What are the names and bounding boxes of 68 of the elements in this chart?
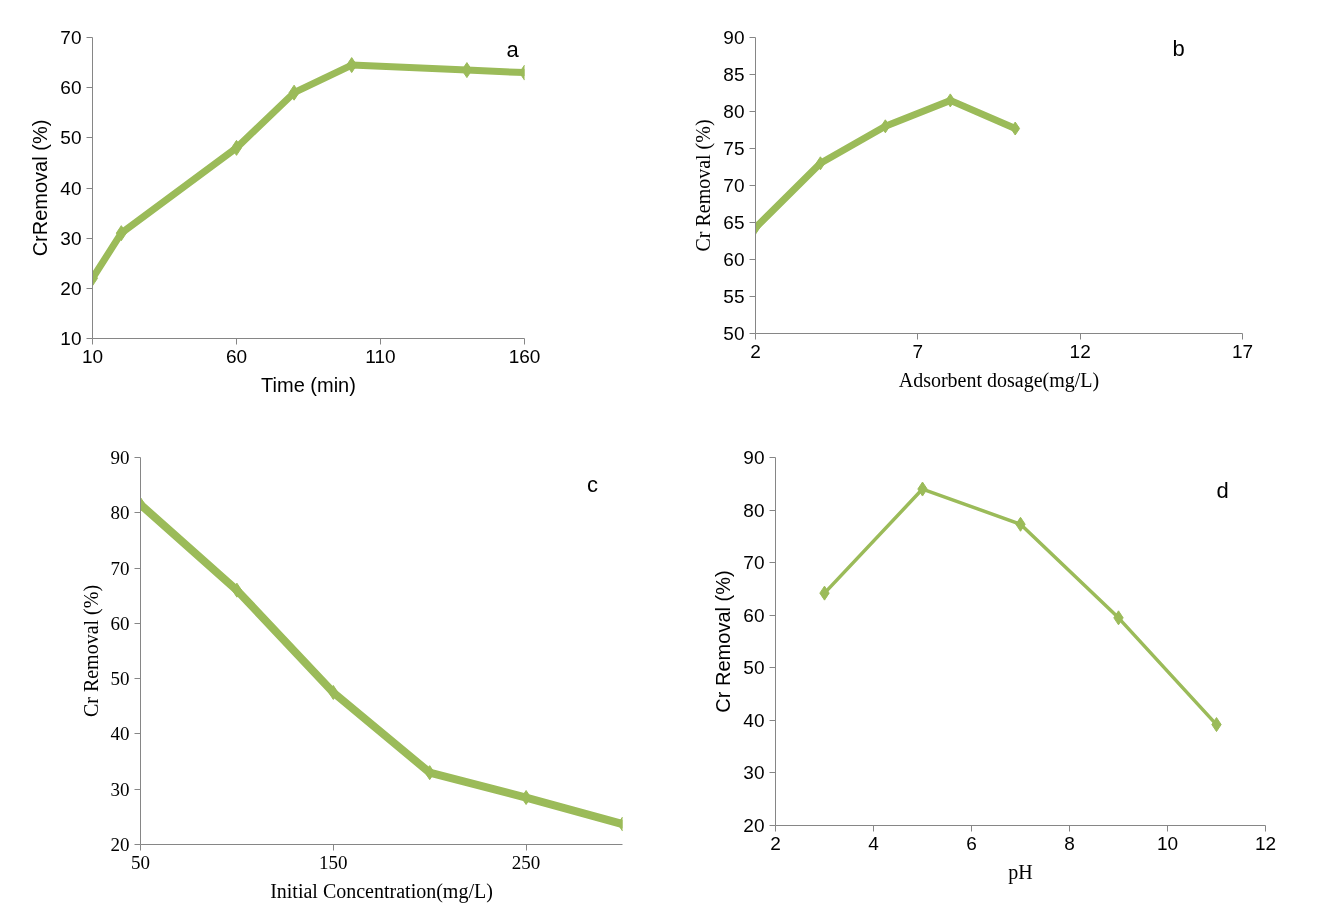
y-tick-label: 70 xyxy=(60,27,82,48)
y-tick-label: 40 xyxy=(110,723,130,745)
x-tick-label: 150 xyxy=(319,851,348,873)
x-tick-label: 6 xyxy=(966,832,977,854)
x-tick-label: 4 xyxy=(868,832,880,854)
y-tick-label: 65 xyxy=(723,212,745,233)
point xyxy=(115,225,127,242)
y-tick-label: 50 xyxy=(60,127,82,149)
y-tick-label: 55 xyxy=(723,286,745,307)
y-tick-label: 90 xyxy=(723,27,745,48)
y-tick-label: 40 xyxy=(743,709,765,731)
y-axis-title: Cr Removal (%) xyxy=(79,584,103,718)
point xyxy=(815,156,826,171)
point xyxy=(1010,121,1021,136)
point xyxy=(288,84,300,101)
x-tick-label: 10 xyxy=(81,345,104,367)
x-tick-label: 17 xyxy=(1231,340,1254,362)
y-tick-label: 60 xyxy=(743,604,765,626)
y-tick-label: 50 xyxy=(110,668,130,690)
x-axis-title: Adsorbent dosage(mg/L) xyxy=(898,368,1100,392)
x-axis-title: Initial Concentration(mg/L) xyxy=(270,879,493,903)
y-tick-label: 50 xyxy=(743,657,765,679)
y-tick-label: 60 xyxy=(723,249,745,270)
y-tick-label: 60 xyxy=(110,612,130,634)
y-tick-label: 75 xyxy=(723,138,745,159)
y-tick-label: 70 xyxy=(743,552,765,574)
y-tick-label: 70 xyxy=(110,557,130,579)
y-tick-label: 20 xyxy=(60,277,82,299)
x-axis-title: pH xyxy=(1008,860,1033,884)
y-tick-label: 50 xyxy=(723,323,745,344)
x-tick-label: 12 xyxy=(1069,340,1091,362)
y-tick-label: 90 xyxy=(743,447,765,468)
point xyxy=(880,119,891,134)
y-tick-label: 30 xyxy=(743,762,765,784)
y-tick-label: 80 xyxy=(110,502,130,524)
x-tick-label: 50 xyxy=(131,851,150,873)
x-axis-title: Time (min) xyxy=(261,373,356,396)
y-axis-title: Cr Removal (%) xyxy=(712,570,735,713)
y-tick-label: 60 xyxy=(60,77,82,99)
x-tick-label: 60 xyxy=(225,345,248,367)
annotation: d xyxy=(1216,478,1229,503)
x-tick-label: 2 xyxy=(750,340,761,362)
x-tick-label: 10 xyxy=(1156,832,1179,854)
y-tick-label: 80 xyxy=(743,499,765,521)
x-tick-label: 250 xyxy=(511,851,541,873)
annotation: c xyxy=(587,472,598,497)
x-tick-label: 12 xyxy=(1254,832,1277,854)
x-tick-label: 2 xyxy=(770,832,781,854)
y-tick-label: 30 xyxy=(110,778,130,800)
y-tick-label: 40 xyxy=(60,177,82,199)
y-tick-label: 20 xyxy=(743,815,765,836)
x-tick-label: 110 xyxy=(365,345,396,367)
annotation: b xyxy=(1172,36,1185,61)
point xyxy=(231,582,243,598)
point xyxy=(461,62,473,79)
y-axis-title: CrRemoval (%) xyxy=(29,119,52,257)
x-tick-label: 160 xyxy=(508,345,541,367)
annotation: a xyxy=(506,37,520,62)
x-tick-label: 7 xyxy=(912,340,924,362)
x-tick-label: 8 xyxy=(1064,832,1075,854)
y-tick-label: 90 xyxy=(110,447,130,468)
y-tick-label: 20 xyxy=(110,834,130,855)
point xyxy=(945,93,956,108)
y-tick-label: 70 xyxy=(723,175,745,196)
y-axis-title: Cr Removal (%) xyxy=(692,119,716,252)
y-tick-label: 30 xyxy=(60,227,82,249)
y-tick-label: 80 xyxy=(723,101,745,122)
y-tick-label: 85 xyxy=(723,64,745,85)
